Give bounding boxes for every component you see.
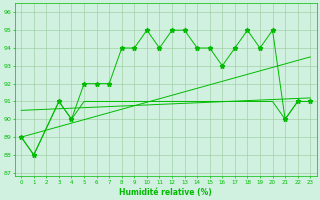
X-axis label: Humidité relative (%): Humidité relative (%): [119, 188, 212, 197]
